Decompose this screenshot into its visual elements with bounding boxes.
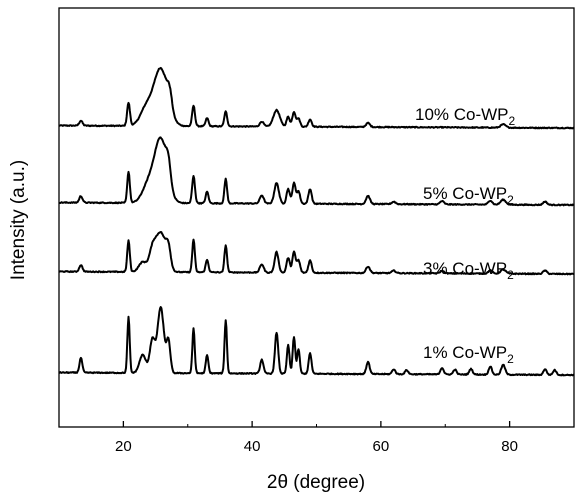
series-label-subscript: 2 bbox=[507, 193, 514, 207]
series-label-subscript: 2 bbox=[507, 268, 514, 282]
series-label-2: 3% Co-WP2 bbox=[423, 259, 514, 282]
series-label-subscript: 2 bbox=[509, 114, 516, 128]
series-label-subscript: 2 bbox=[507, 352, 514, 366]
series-layer: 10% Co-WP25% Co-WP23% Co-WP21% Co-WP2 bbox=[59, 68, 574, 376]
plot-frame bbox=[59, 8, 574, 427]
series-label-main: 3% Co-WP bbox=[423, 259, 507, 278]
x-tick-label: 20 bbox=[115, 438, 132, 455]
y-axis-title: Intensity (a.u.) bbox=[8, 160, 29, 280]
series-line-3 bbox=[59, 307, 574, 375]
x-ticks: 20 40 60 80 bbox=[59, 421, 574, 455]
x-tick-label: 80 bbox=[501, 438, 518, 455]
series-label-3: 1% Co-WP2 bbox=[423, 343, 514, 366]
x-tick-label: 60 bbox=[373, 438, 390, 455]
series-label-main: 10% Co-WP bbox=[415, 105, 509, 124]
series-label-main: 1% Co-WP bbox=[423, 343, 507, 362]
x-tick-label: 40 bbox=[244, 438, 261, 455]
series-label-main: 5% Co-WP bbox=[423, 184, 507, 203]
x-axis-title: 2θ (degree) bbox=[267, 472, 365, 493]
